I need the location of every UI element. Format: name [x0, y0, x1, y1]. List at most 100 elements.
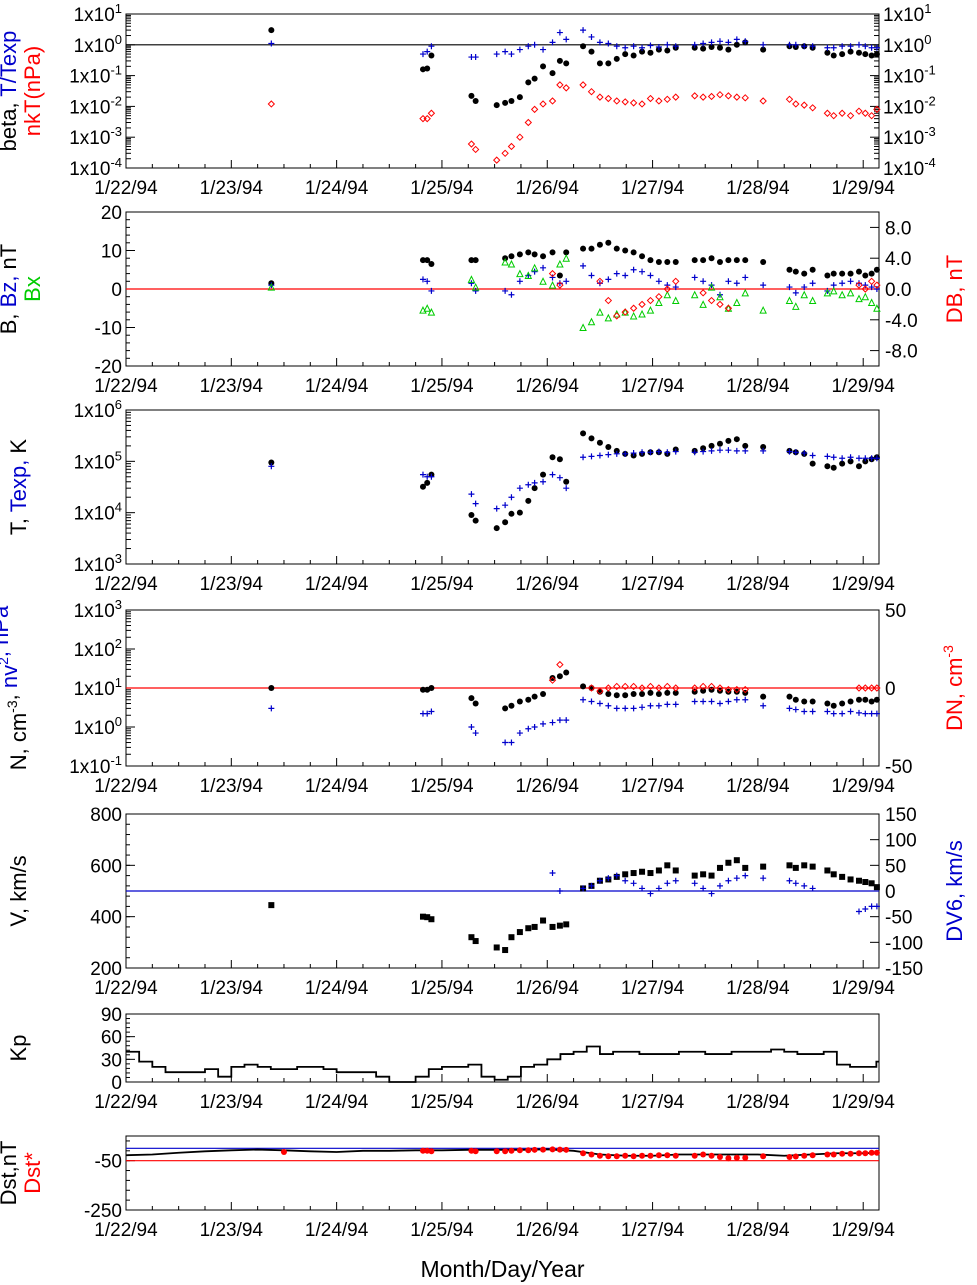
tick-mantissa: 1x10: [74, 504, 115, 525]
data-point: [664, 701, 671, 708]
y-tick-label: -50: [95, 1152, 122, 1173]
data-point: [613, 245, 620, 252]
data-point: [716, 440, 723, 447]
data-point: [664, 259, 671, 266]
data-point: [639, 868, 646, 875]
data-point: [786, 1153, 793, 1160]
y-axis-label-part: T/Texp: [0, 31, 21, 97]
y-axis-label: Dst*: [20, 1152, 45, 1194]
data-point: [539, 277, 547, 285]
data-point: [655, 867, 662, 874]
y-axis-label-part: T,: [6, 512, 31, 535]
data-point: [622, 247, 629, 254]
data-point: [791, 302, 800, 310]
data-point: [493, 51, 500, 58]
data-point: [548, 269, 557, 278]
x-tick-label: 1/22/94: [94, 1220, 158, 1241]
data-point: [622, 877, 629, 884]
data-point: [639, 449, 646, 456]
data-point: [664, 449, 671, 456]
data-point: [605, 875, 612, 882]
data-point: [733, 436, 740, 443]
data-point: [419, 1147, 426, 1154]
data-point: [823, 288, 832, 297]
data-point: [428, 287, 435, 294]
data-point: [639, 48, 646, 55]
data-point: [531, 724, 538, 730]
data-point: [829, 286, 838, 295]
y-tick-label-right: 1x10-2: [883, 93, 936, 118]
data-point: [647, 689, 654, 696]
x-tick-label: 1/29/94: [831, 1220, 895, 1241]
tick-exponent: -2: [924, 93, 936, 108]
data-point: [549, 70, 556, 77]
data-point: [708, 255, 715, 262]
data-point: [502, 705, 509, 712]
data-point: [700, 445, 707, 452]
data-point: [839, 280, 846, 287]
data-point: [824, 463, 831, 470]
x-tick-label: 1/26/94: [516, 978, 580, 999]
data-point: [847, 708, 854, 715]
data-point: [699, 289, 707, 297]
y-axis-label-part: N, cm: [6, 713, 31, 770]
data-point: [742, 447, 749, 454]
series-texp: [268, 447, 880, 512]
data-point: [742, 872, 749, 879]
data-point: [707, 282, 716, 291]
data-point: [672, 689, 679, 696]
data-point: [556, 272, 563, 279]
data-point: [502, 502, 509, 509]
data-point: [868, 44, 875, 51]
x-tick-label: 1/24/94: [305, 978, 369, 999]
data-point: [579, 81, 587, 89]
data-point: [862, 710, 869, 717]
data-point: [691, 1152, 698, 1159]
data-point: [839, 710, 846, 717]
data-point: [563, 921, 570, 928]
data-point: [468, 257, 475, 264]
data-point: [613, 682, 621, 691]
y-tick-label: 1x10-1: [69, 63, 122, 88]
data-point: [525, 725, 532, 732]
data-point: [629, 304, 638, 312]
y-axis-label-part: B,: [0, 307, 21, 334]
y-tick-label: -20: [95, 357, 122, 378]
data-point: [472, 97, 479, 104]
x-tick-label: 1/22/94: [94, 376, 158, 397]
data-point: [725, 698, 732, 705]
data-point: [867, 684, 876, 692]
data-point: [868, 880, 875, 887]
data-point: [724, 685, 733, 694]
data-point: [540, 917, 547, 924]
data-point: [700, 1151, 707, 1158]
data-point: [587, 87, 596, 96]
y-tick-label: 1x10-1: [69, 753, 122, 778]
tick-mantissa: 1x10: [69, 67, 110, 88]
data-point: [605, 60, 612, 67]
data-point: [847, 270, 854, 277]
x-tick-label: 1/28/94: [726, 1220, 790, 1241]
data-point: [588, 48, 595, 55]
data-point: [847, 278, 854, 285]
data-point: [839, 455, 846, 462]
data-point: [862, 458, 869, 465]
tick-mantissa: 1x10: [883, 159, 924, 180]
data-point: [830, 270, 837, 277]
data-point: [612, 309, 621, 318]
data-point: [663, 285, 672, 293]
data-point: [424, 710, 431, 717]
data-point: [855, 281, 863, 289]
data-point: [516, 133, 524, 141]
data-point: [873, 286, 880, 292]
data-point: [801, 698, 808, 705]
data-point: [830, 52, 837, 59]
data-point: [873, 884, 880, 891]
data-point: [839, 270, 846, 277]
data-point: [472, 1148, 479, 1155]
tick-exponent: 1: [924, 1, 931, 16]
tick-mantissa: 1x10: [883, 5, 924, 26]
data-point: [493, 1148, 500, 1155]
right-tick-label: 4.0: [885, 249, 911, 270]
